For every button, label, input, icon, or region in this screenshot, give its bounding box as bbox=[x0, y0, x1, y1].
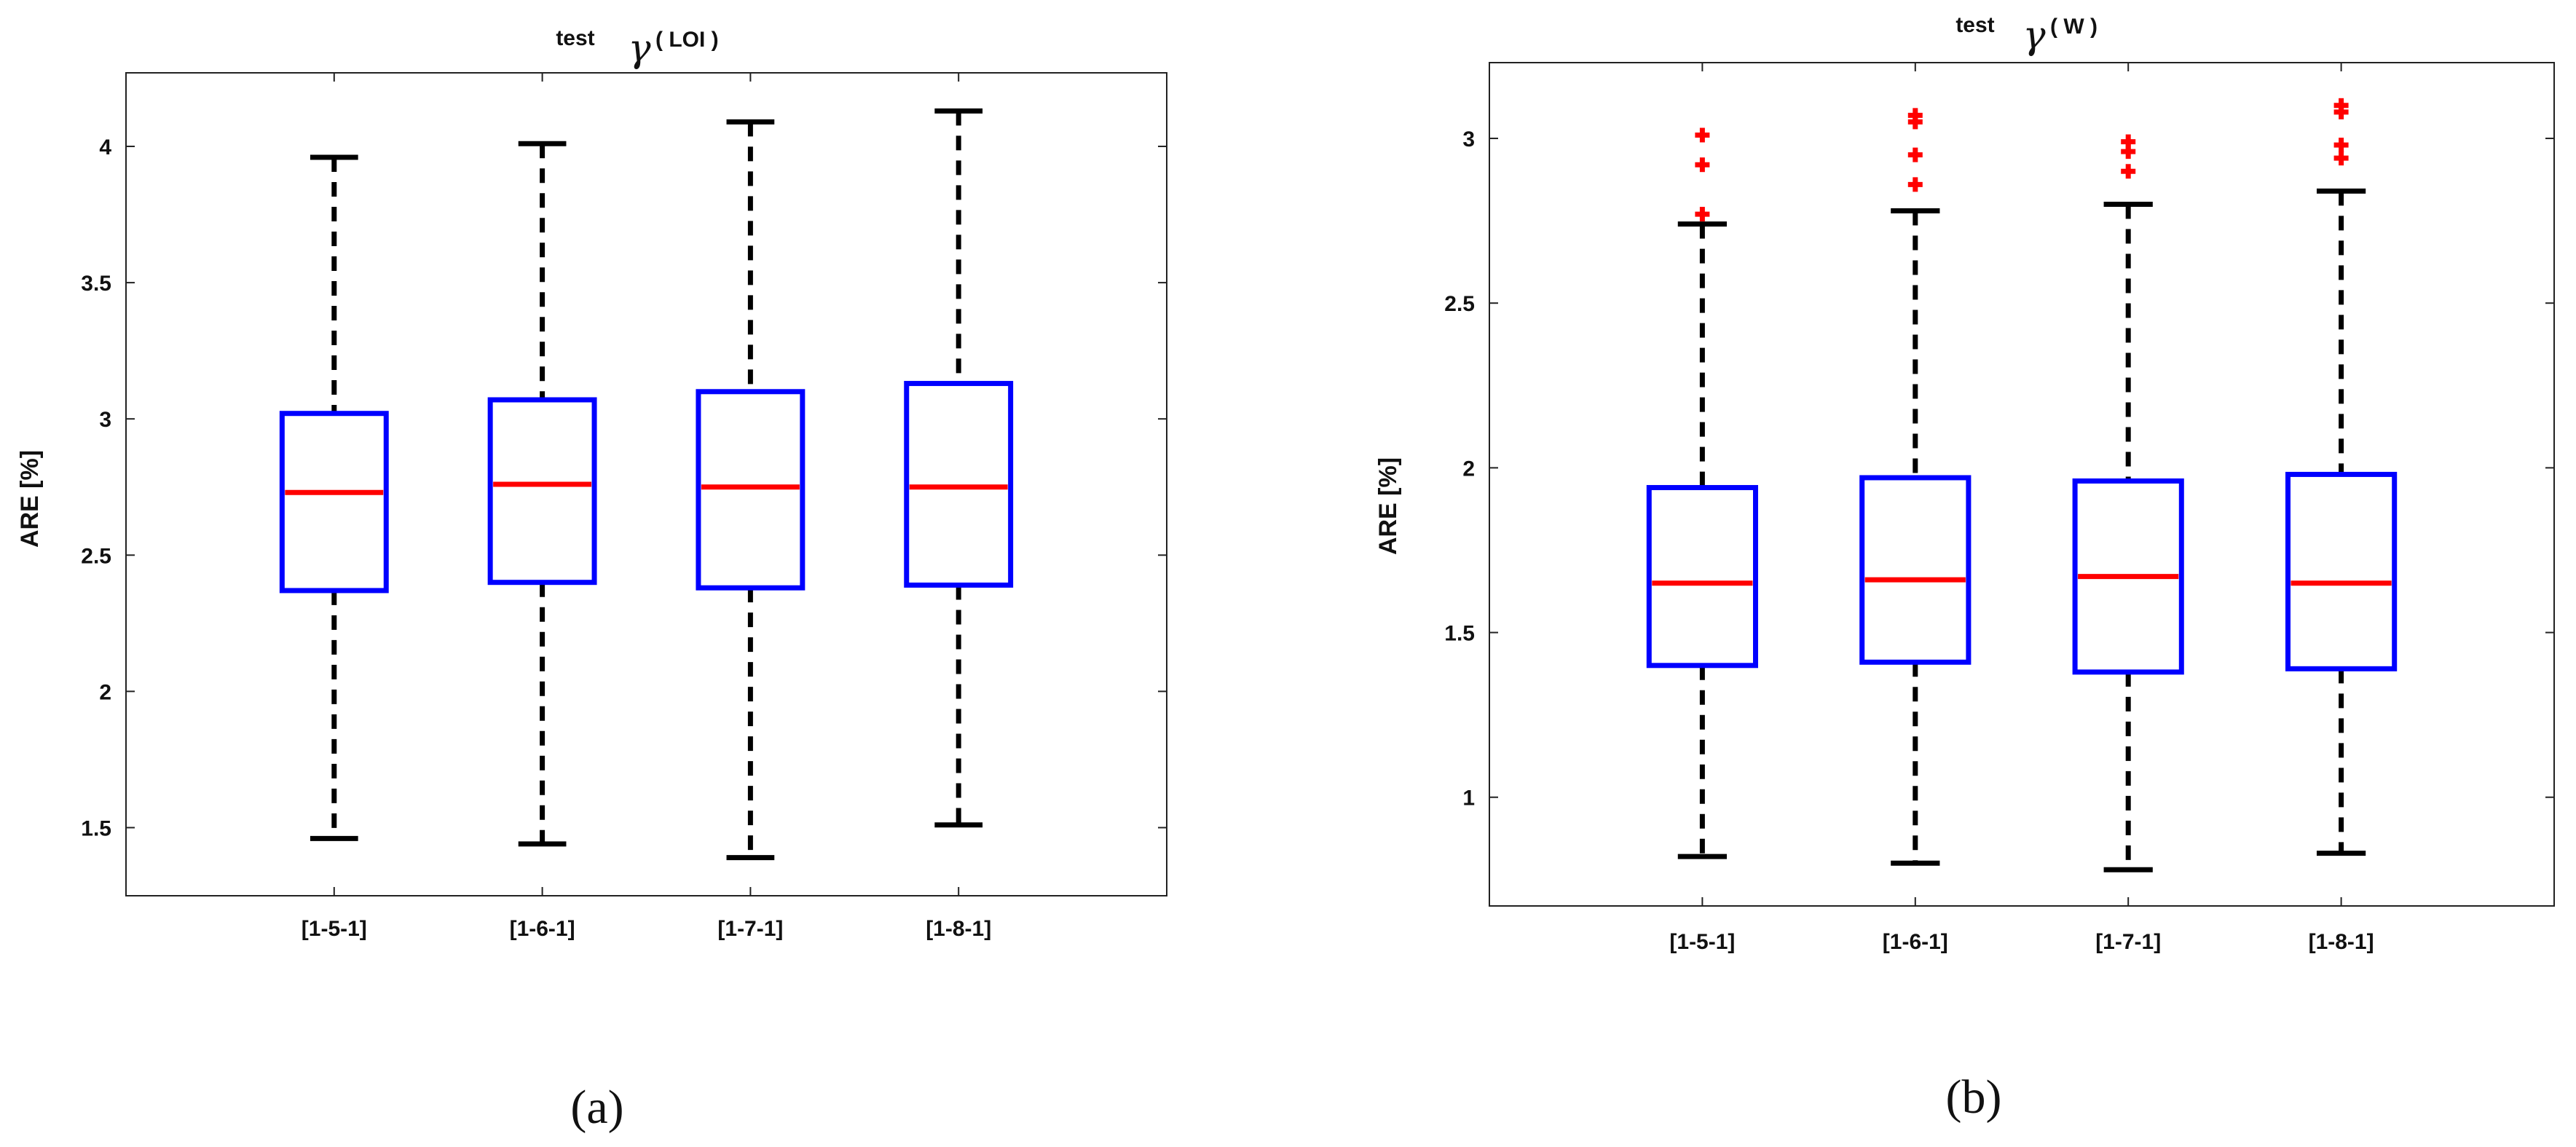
axes-frame bbox=[125, 72, 1167, 896]
box-1-6-1 bbox=[1859, 108, 1972, 866]
x-tick-label: [1-5-1] bbox=[1669, 930, 1735, 954]
y-tick-label: 1.5 bbox=[81, 816, 111, 840]
box-1-5-1 bbox=[279, 154, 389, 841]
outlier-marker bbox=[1907, 147, 1923, 162]
outlier-marker bbox=[2121, 164, 2136, 179]
outlier-marker bbox=[2121, 134, 2136, 149]
y-tick-label: 4 bbox=[99, 135, 111, 159]
y-tick-label: 2.5 bbox=[81, 544, 111, 568]
y-tick-label: 2 bbox=[1462, 457, 1475, 481]
panel-b: 1 1.5 2 2.5 3 [1-5-1] [1-6-1] [1-7-1] [1-8-1] AR… bbox=[1374, 13, 2555, 1124]
box-1-8-1 bbox=[904, 108, 1014, 828]
box-1-8-1 bbox=[2285, 98, 2398, 856]
outlier-marker bbox=[1695, 127, 1710, 143]
x-tick-label: [1-7-1] bbox=[2095, 930, 2161, 954]
outlier-marker bbox=[2333, 98, 2349, 113]
box-1-7-1 bbox=[696, 119, 806, 861]
x-tick-label: [1-5-1] bbox=[302, 917, 367, 941]
x-tick-label: [1-8-1] bbox=[2309, 930, 2374, 954]
box-1-6-1 bbox=[487, 141, 597, 847]
chart-title-symbol-a: γ bbox=[628, 27, 651, 71]
chart-title-symbol-b: γ bbox=[2022, 14, 2046, 58]
y-axis-label-a: ARE [%] bbox=[16, 450, 44, 548]
chart-title-superscript-b: ( W ) bbox=[2050, 15, 2098, 39]
chart-title-prefix-a: test bbox=[556, 26, 594, 50]
y-tick-label: 3 bbox=[1462, 127, 1475, 151]
iqr-box bbox=[279, 411, 389, 594]
panel-a: 1.5 2 2.5 3 3.5 4 [1-5-1] [1-6-1] [1-7-1] [1-8-1]… bbox=[16, 26, 1167, 1134]
iqr-box bbox=[1859, 475, 1972, 665]
y-tick-label: 1 bbox=[1462, 787, 1475, 811]
outlier-marker bbox=[2333, 138, 2349, 153]
outlier-marker bbox=[1695, 207, 1710, 222]
box-1-5-1 bbox=[1646, 127, 1759, 859]
plot-area-a: 1.5 2 2.5 3 3.5 4 [1-5-1] [1-6-1] [1-7-1] [1-8-1] bbox=[81, 72, 1167, 941]
y-tick-label: 2 bbox=[99, 680, 111, 704]
x-tick-label: [1-8-1] bbox=[926, 917, 991, 941]
outlier-marker bbox=[1907, 108, 1923, 123]
outlier-marker bbox=[1695, 157, 1710, 173]
iqr-box bbox=[1646, 485, 1759, 669]
y-tick-label: 3 bbox=[99, 408, 111, 432]
box-1-7-1 bbox=[2072, 134, 2184, 872]
chart-title-prefix-b: test bbox=[1955, 13, 1994, 37]
iqr-box bbox=[696, 389, 806, 591]
y-tick-label: 3.5 bbox=[81, 272, 111, 296]
x-tick-label: [1-6-1] bbox=[1883, 930, 1948, 954]
y-tick-label: 2.5 bbox=[1444, 292, 1475, 316]
iqr-box bbox=[2285, 471, 2398, 671]
x-tick-label: [1-6-1] bbox=[510, 917, 575, 941]
outlier-marker bbox=[1907, 177, 1923, 192]
axes-frame bbox=[1489, 62, 2555, 907]
plot-area-b: 1 1.5 2 2.5 3 [1-5-1] [1-6-1] [1-7-1] [1-8-1] bbox=[1444, 62, 2555, 954]
x-tick-label: [1-7-1] bbox=[717, 917, 783, 941]
iqr-box bbox=[904, 381, 1014, 588]
panel-caption-a: (a) bbox=[570, 1081, 623, 1134]
iqr-box bbox=[487, 397, 597, 586]
chart-title-superscript-a: ( LOI ) bbox=[655, 28, 719, 52]
y-axis-label-b: ARE [%] bbox=[1374, 457, 1402, 555]
outlier-marker bbox=[2333, 151, 2349, 166]
panel-caption-b: (b) bbox=[1946, 1071, 2002, 1124]
y-tick-label: 1.5 bbox=[1444, 622, 1475, 646]
